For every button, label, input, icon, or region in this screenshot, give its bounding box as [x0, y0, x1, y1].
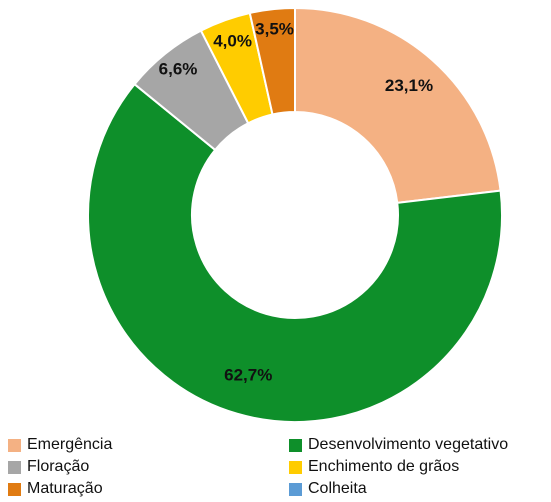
legend-item-emergencia: Emergência: [8, 434, 112, 456]
legend-label-floracao: Floração: [27, 458, 90, 475]
legend: Emergência Desenvolvimento vegetativo Fl…: [0, 434, 551, 502]
slice-label-desenvolvimento-vegetativo: 62,7%: [224, 365, 272, 384]
slice-maturacao: [248, 6, 296, 116]
slice-label-enchimento-de-graos: 4,0%: [213, 31, 252, 50]
donut-chart: 23,1% 62,7% 6,6% 4,0%3,5%: [87, 6, 503, 423]
slice-emergencia: [294, 6, 502, 204]
legend-swatch-floracao: [8, 460, 21, 474]
legend-item-enchimento: Enchimento de grãos: [289, 456, 459, 478]
legend-swatch-desenvolvimento: [289, 438, 302, 452]
slice-label-emergencia: 23,1%: [385, 76, 433, 95]
legend-swatch-colheita: [289, 482, 302, 496]
slice-label-maturacao: 3,5%: [255, 19, 294, 38]
legend-item-colheita: Colheita: [289, 478, 367, 500]
legend-label-maturacao: Maturação: [27, 480, 103, 497]
legend-label-desenvolvimento: Desenvolvimento vegetativo: [308, 436, 509, 453]
legend-swatch-emergencia: [8, 438, 21, 452]
legend-label-enchimento: Enchimento de grãos: [308, 458, 460, 475]
legend-item-floracao: Floração: [8, 456, 89, 478]
slice-labels: 23,1% 62,7% 6,6% 4,0%3,5%: [159, 19, 433, 384]
legend-item-desenvolvimento: Desenvolvimento vegetativo: [289, 434, 508, 456]
legend-item-maturacao: Maturação: [8, 478, 103, 500]
legend-swatch-enchimento: [289, 460, 302, 474]
slice-label-floracao: 6,6%: [159, 60, 198, 79]
legend-swatch-maturacao: [8, 482, 21, 496]
legend-label-colheita: Colheita: [308, 480, 367, 497]
legend-label-emergencia: Emergência: [27, 436, 113, 453]
slice-desenvolvimento-vegetativo: [87, 82, 503, 423]
donut-slices: [87, 6, 503, 423]
